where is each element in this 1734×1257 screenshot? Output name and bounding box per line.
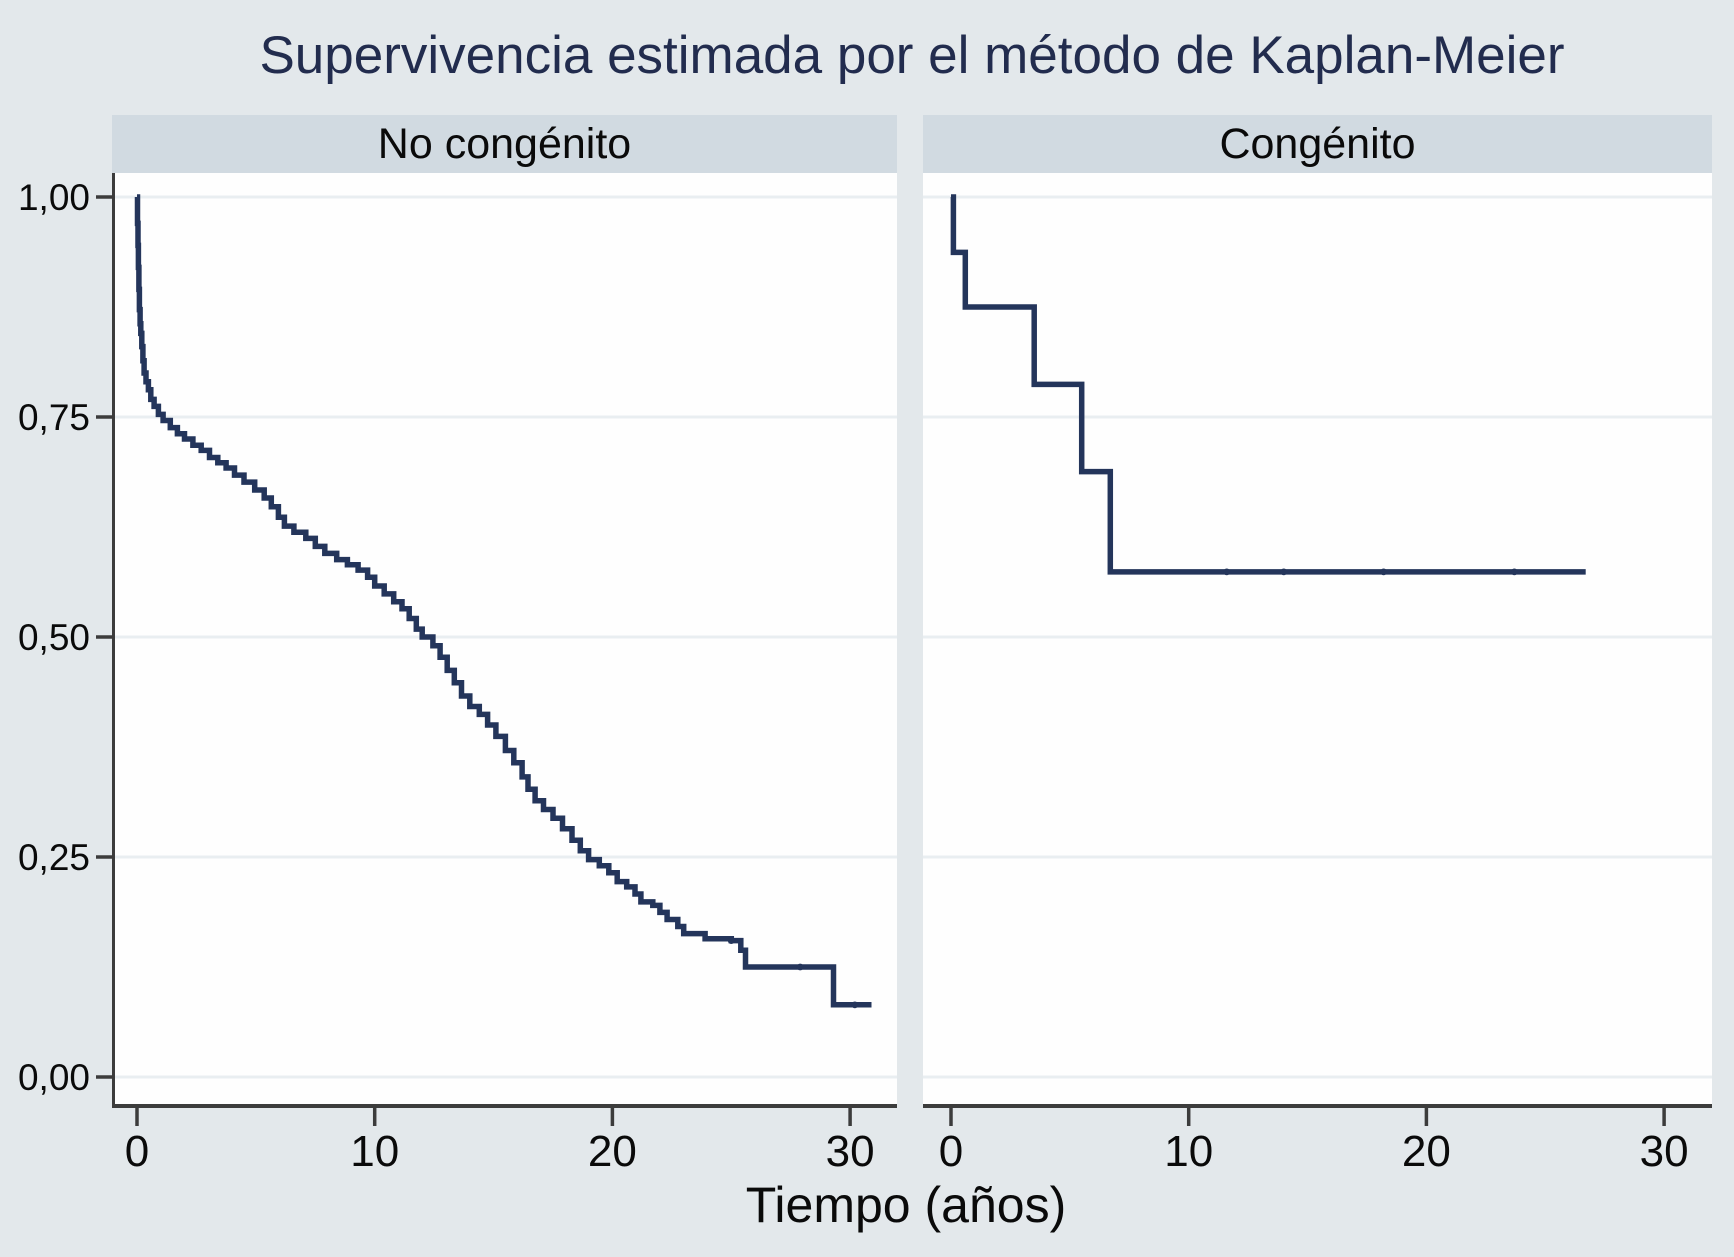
x-tick-label: 20 bbox=[1402, 1127, 1451, 1176]
censor-mark bbox=[796, 963, 804, 971]
y-tick-label: 0,75 bbox=[18, 397, 90, 438]
y-tick-label: 1,00 bbox=[18, 177, 90, 218]
x-tick-label: 30 bbox=[1640, 1127, 1689, 1176]
x-axis-label: Tiempo (años) bbox=[746, 1177, 1066, 1233]
censor-mark bbox=[1380, 568, 1388, 576]
survival-curve bbox=[950, 194, 1586, 575]
x-tick-label: 10 bbox=[350, 1127, 399, 1176]
x-tick-label: 0 bbox=[125, 1127, 149, 1176]
y-tick-label: 0,50 bbox=[18, 617, 90, 658]
survival-curve bbox=[134, 194, 872, 1008]
x-tick-label: 20 bbox=[588, 1127, 637, 1176]
panel-band bbox=[112, 115, 897, 173]
chart-title: Supervivencia estimada por el método de … bbox=[259, 26, 1564, 85]
censor-mark bbox=[1510, 568, 1518, 576]
censor-mark bbox=[727, 937, 735, 944]
panels-layer: No congénito 0 10 20 30 1,00 0,75 0,50 0,25 0,00 C… bbox=[18, 115, 1712, 1176]
y-tick-label: 0,00 bbox=[18, 1057, 90, 1098]
x-tick-label: 30 bbox=[826, 1127, 875, 1176]
y-tick-label: 0,25 bbox=[18, 837, 90, 878]
x-tick-label: 0 bbox=[939, 1127, 963, 1176]
panel-band bbox=[923, 115, 1712, 173]
panel-label: No congénito bbox=[378, 120, 631, 168]
censor-mark bbox=[1280, 568, 1288, 576]
x-tick-label: 10 bbox=[1164, 1127, 1213, 1176]
censor-mark bbox=[1223, 568, 1231, 576]
panel-label: Congénito bbox=[1219, 120, 1415, 168]
censor-mark bbox=[851, 1001, 859, 1009]
